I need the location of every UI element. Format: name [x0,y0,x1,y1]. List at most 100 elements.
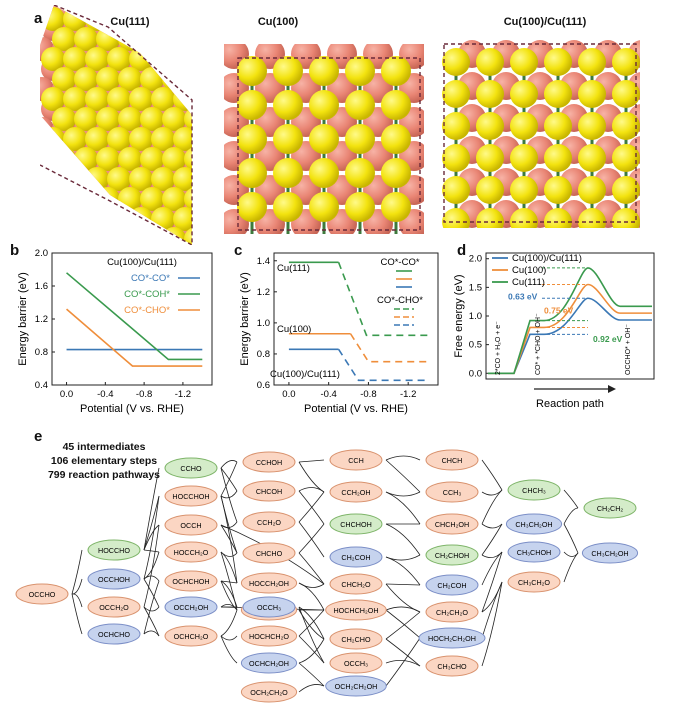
panel-c-xtick: -0.4 [320,389,336,400]
cu-atom-lower [52,197,76,221]
cu-atom-top [476,144,504,172]
cu-atom-top [140,147,164,171]
network-node [242,542,296,564]
network-node-label: OCCH₃ [257,603,281,612]
panel-c-ytick: 1.0 [257,318,270,329]
interface-structure-image [442,40,640,228]
cu-atom-top [63,47,87,71]
cu-atom-top [129,7,153,31]
network-node-label: CH₂CH₂O [436,608,468,617]
network-edge [563,489,579,509]
cu-atom-top [237,192,267,222]
panel-a-title-cu111: Cu(111) [110,16,150,28]
network-node [329,573,383,595]
network-edge [220,635,238,641]
cu-atom-top [195,207,205,231]
cu-atom-top [107,87,131,111]
network-node-label: CH₂COH [341,553,370,562]
cu-atom-top [309,192,339,222]
network-node [240,681,298,703]
cu-atom-top [442,176,470,204]
panel-d-legend-label: Cu(100)/Cu(111) [512,253,582,264]
network-edge [143,575,160,582]
panel-c-label-interface: Cu(100)/Cu(111) [270,369,340,380]
network-node [164,570,218,592]
network-node [87,568,141,590]
network-edge [143,467,160,551]
network-edge [385,459,421,493]
cu-atom-lower [85,217,109,241]
network-edge [481,551,503,586]
cu-atom-top [273,56,303,86]
panel-b-legend-label: CO*-CO* [131,273,170,284]
network-edge [220,467,238,523]
cu-atom-lower [195,57,205,81]
cu-atom-top [578,208,606,228]
network-edge [298,609,325,637]
cu-atom-lower [162,5,186,21]
cu-atom-top [442,112,470,140]
panel-b-ytick: 2.0 [35,248,48,259]
network-node [329,652,383,674]
cu-atom-top [151,87,175,111]
panel-c-frame [273,252,439,386]
network-node [240,625,298,647]
network-edge [385,638,421,667]
network-edge [298,487,325,493]
cu-atom-top [442,48,470,76]
cu-atom-top [162,147,186,171]
network-node [425,513,479,535]
cu-atom-top [544,208,572,228]
panel-c-xtick: -1.2 [400,389,416,400]
network-node-label: OCCH₃ [344,659,368,668]
panel-b-series-2 [66,308,203,367]
network-node [87,596,141,618]
cu-atom-top [195,47,205,71]
cu-atom-top [612,112,640,140]
cu-atom-top [151,127,175,151]
cu-atom-top [442,80,470,108]
cu-atom-top [184,27,192,51]
cu-atom-top [612,176,640,204]
cu-atom-top [52,187,76,211]
cu-atom-top [129,167,153,191]
panel-e-letter: e [34,428,43,445]
cu100-structure-image [224,44,424,234]
cu-atom-top [118,227,142,245]
network-node [329,628,383,650]
network-edge [143,551,160,580]
cu-atom-top [309,56,339,86]
panel-b-xtick: 0.0 [60,389,73,400]
network-node-label: CCH₃ [443,488,462,497]
cu-atom-top [381,90,411,120]
network-node-label: CHCH [442,456,463,465]
cu-atom-top [52,147,76,171]
network-edge [71,578,83,595]
cu-atom-top [107,47,131,71]
cu-atom-top [151,167,175,191]
network-edge [220,490,238,499]
cu-atom-top [129,207,153,231]
cu-atom-top [107,127,131,151]
network-node-label: CHCH₂O [341,580,371,589]
network-edge [298,552,325,585]
cu-atom-top [140,27,164,51]
cu-atom-lower [118,5,142,21]
panel-c-xtick: -0.8 [360,389,376,400]
network-edge [143,524,160,551]
cu-atom-top [578,176,606,204]
panel-c-chart: 0.0 -0.4 -0.8 -1.2 0.6 0.8 1.0 1.2 1.4 Potential … [239,252,439,415]
network-edge [385,637,421,687]
cu-atom-top [173,167,192,191]
cu-atom-top [345,124,375,154]
cu-atom-lower [184,5,192,21]
cu-atom-lower [63,177,87,201]
cu-atom-top [544,48,572,76]
cu-atom-top [162,27,186,51]
network-node-label: CH₂CHO [341,635,371,644]
panel-c-label-cu111: Cu(111) [277,263,310,274]
panel-d-series-1 [488,283,652,375]
cu-atom-lower [129,217,153,241]
cu-atom-top [273,90,303,120]
panel-b-letter: b [10,242,20,259]
